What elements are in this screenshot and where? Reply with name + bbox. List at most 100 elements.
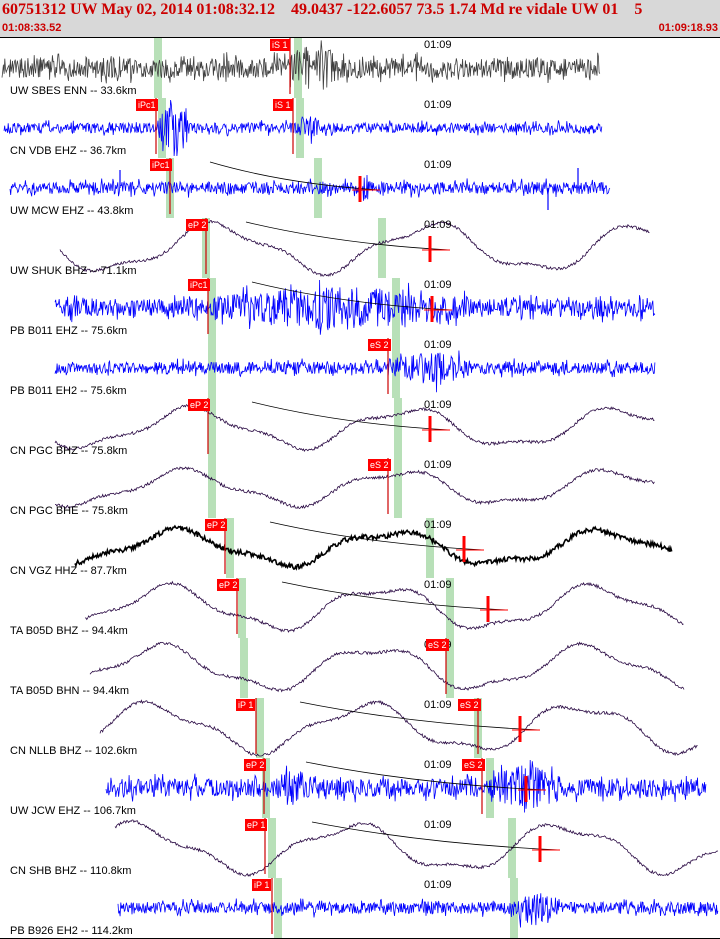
seismogram-panel[interactable]: 01:09 iPc1 UW MCW EHZ -- 43.8km xyxy=(0,158,720,219)
event-title: 60751312 UW May 02, 2014 01:08:32.12 49.… xyxy=(2,1,643,18)
station-channel-label: PB B926 EH2 -- 114.2km xyxy=(10,925,133,937)
time-tick-label: 01:09 xyxy=(424,219,452,231)
start-time-label: 01:08:33.52 xyxy=(2,22,62,34)
pick-window-band xyxy=(296,98,304,158)
station-channel-label: UW MCW EHZ -- 43.8km xyxy=(10,205,134,217)
pick-window-band xyxy=(274,878,282,938)
pick-window-band xyxy=(446,578,454,638)
seismogram-panel[interactable]: 01:09 iPc1 PB B011 EHZ -- 75.6km xyxy=(0,278,720,339)
trace-plot[interactable] xyxy=(0,758,720,818)
predicted-arrival-curve xyxy=(209,161,381,191)
predicted-arrival-curve xyxy=(251,281,453,311)
station-channel-label: CN PGC BHZ -- 75.8km xyxy=(10,445,128,457)
waveform-trace xyxy=(84,580,684,633)
pick-window-band xyxy=(426,518,434,578)
time-tick-label: 01:09 xyxy=(424,159,452,171)
seismogram-panel[interactable]: 01:09 iS 1 UW SBES ENN -- 33.6km xyxy=(0,38,720,99)
station-channel-label: UW SHUK BHZ -- 71.1km xyxy=(10,265,137,277)
phase-pick-label[interactable]: eS 2 xyxy=(462,759,485,771)
waveform-trace xyxy=(114,819,719,877)
phase-pick-label[interactable]: eS 2 xyxy=(368,459,391,471)
phase-pick-label[interactable]: iPc1 xyxy=(150,159,172,171)
time-tick-label: 01:09 xyxy=(424,519,452,531)
time-tick-label: 01:09 xyxy=(424,459,452,471)
phase-pick-label[interactable]: eS 2 xyxy=(458,699,481,711)
station-channel-label: CN SHB BHZ -- 110.8km xyxy=(10,865,132,877)
pick-window-band xyxy=(256,698,264,758)
trace-plot[interactable] xyxy=(0,278,720,338)
trace-plot[interactable] xyxy=(0,878,720,938)
time-tick-label: 01:09 xyxy=(424,99,452,111)
time-tick-label: 01:09 xyxy=(424,339,452,351)
phase-pick-label[interactable]: eP 2 xyxy=(186,219,209,231)
seismogram-panel[interactable]: 01:09 eP 2 eS 2 UW JCW EHZ -- 106.7km xyxy=(0,758,720,819)
seismogram-panel[interactable]: 01:09 iP 1 PB B926 EH2 -- 114.2km xyxy=(0,878,720,939)
trace-plot[interactable] xyxy=(0,698,720,758)
seismogram-panel[interactable]: 01:09 eP 2 TA B05D BHZ -- 94.4km xyxy=(0,578,720,639)
predicted-arrival-curve xyxy=(305,761,547,791)
phase-pick-label[interactable]: iP 1 xyxy=(252,879,272,891)
seismogram-panel[interactable]: 01:09 iP 1 eS 2 CN NLLB BHZ -- 102.6km xyxy=(0,698,720,759)
trace-plot[interactable] xyxy=(0,158,720,218)
waveform-trace xyxy=(54,350,656,393)
waveform-trace xyxy=(1,40,601,90)
phase-pick-label[interactable]: eP 2 xyxy=(244,759,267,771)
time-tick-label: 01:09 xyxy=(424,819,452,831)
phase-pick-label[interactable]: eP 1 xyxy=(245,819,268,831)
time-tick-label: 01:09 xyxy=(424,39,452,51)
phase-pick-label[interactable]: iS 1 xyxy=(270,39,290,51)
phase-pick-label[interactable]: iPc1 xyxy=(136,99,158,111)
station-channel-label: UW SBES ENN -- 33.6km xyxy=(10,85,137,97)
predicted-arrival-curve xyxy=(299,701,541,731)
phase-pick-label[interactable]: eP 2 xyxy=(217,579,240,591)
trace-plot[interactable] xyxy=(0,218,720,278)
seismogram-panel[interactable]: 01:09 eS 2 CN PGC BHE -- 75.8km xyxy=(0,458,720,519)
station-channel-label: CN VDB EHZ -- 36.7km xyxy=(10,145,127,157)
seismogram-panel[interactable]: 01:09 eP 2 CN PGC BHZ -- 75.8km xyxy=(0,398,720,459)
phase-pick-label[interactable]: eP 2 xyxy=(205,519,228,531)
seismogram-panel[interactable]: 01:09 eP 2 CN VGZ HHZ -- 87.7km xyxy=(0,518,720,579)
time-tick-label: 01:09 xyxy=(424,279,452,291)
station-channel-label: PB B011 EH2 -- 75.6km xyxy=(10,385,127,397)
pick-window-band xyxy=(392,278,400,338)
seismogram-panel[interactable]: 01:09 iPc1 iS 1 CN VDB EHZ -- 36.7km xyxy=(0,98,720,159)
predicted-arrival-curve xyxy=(269,521,485,551)
waveform-trace xyxy=(74,524,673,571)
phase-pick-label[interactable]: eS 2 xyxy=(368,339,391,351)
pick-window-band xyxy=(208,278,216,338)
trace-plot[interactable] xyxy=(0,38,720,98)
trace-panels: 01:09 iS 1 UW SBES ENN -- 33.6km 01:09 iPc1 i… xyxy=(0,38,720,939)
predicted-arrival-curve xyxy=(281,581,509,611)
waveform-trace xyxy=(55,466,655,509)
event-header: 60751312 UW May 02, 2014 01:08:32.12 49.… xyxy=(0,0,720,38)
trace-plot[interactable] xyxy=(0,398,720,458)
pick-window-band xyxy=(208,398,216,458)
phase-pick-label[interactable]: iP 1 xyxy=(236,699,256,711)
pick-window-band xyxy=(238,578,246,638)
station-channel-label: CN VGZ HHZ -- 87.7km xyxy=(10,565,127,577)
pick-window-band xyxy=(208,338,216,398)
waveform-trace xyxy=(54,403,655,453)
trace-plot[interactable] xyxy=(0,518,720,578)
seismogram-panel[interactable]: 01:09 eS 2 PB B011 EH2 -- 75.6km xyxy=(0,338,720,399)
station-channel-label: CN NLLB BHZ -- 102.6km xyxy=(10,745,138,757)
station-channel-label: PB B011 EHZ -- 75.6km xyxy=(10,325,128,337)
pick-window-band xyxy=(446,638,454,698)
pick-window-band xyxy=(208,458,216,518)
pick-window-band xyxy=(268,818,276,878)
pick-window-band xyxy=(378,218,386,278)
seismogram-panel[interactable]: 01:09 eP 2 UW SHUK BHZ -- 71.1km xyxy=(0,218,720,279)
phase-pick-label[interactable]: iS 1 xyxy=(273,99,293,111)
phase-pick-label[interactable]: iPc1 xyxy=(188,279,210,291)
station-channel-label: UW JCW EHZ -- 106.7km xyxy=(10,805,136,817)
phase-pick-label[interactable]: eP 2 xyxy=(188,399,211,411)
time-tick-label: 01:09 xyxy=(424,759,452,771)
trace-plot[interactable] xyxy=(0,578,720,638)
pick-window-band xyxy=(154,38,162,98)
time-tick-label: 01:09 xyxy=(424,699,452,711)
waveform-trace xyxy=(59,219,650,278)
seismogram-panel[interactable]: 01:09 eP 1 CN SHB BHZ -- 110.8km xyxy=(0,818,720,879)
waveform-trace xyxy=(9,174,611,201)
phase-pick-label[interactable]: eS 2 xyxy=(426,639,449,651)
